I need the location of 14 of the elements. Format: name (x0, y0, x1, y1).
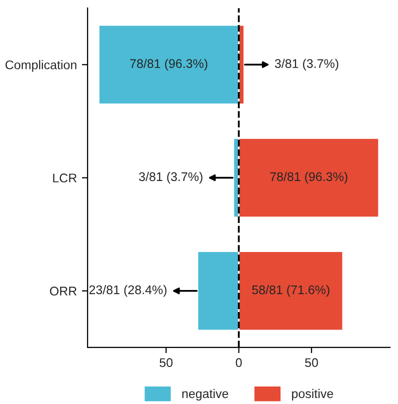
data-label: 78/81 (96.3%) (130, 58, 208, 70)
data-label: 58/81 (71.6%) (252, 285, 330, 297)
y-tick-label: Complication (6, 60, 76, 72)
data-label: 23/81 (28.4%) (89, 285, 166, 297)
legend-label: positive (292, 388, 334, 401)
y-tick-label: LCR (53, 174, 77, 182)
data-label: 3/81 (3.7%) (274, 58, 338, 70)
x-tick-label: 50 (160, 358, 173, 368)
x-tick-label: 50 (305, 358, 318, 368)
data-label: 78/81 (96.3%) (270, 172, 348, 184)
y-tick-label: ORR (50, 286, 77, 296)
x-tick-label: 0 (236, 358, 242, 368)
legend-label: negative (182, 388, 228, 401)
data-label: 3/81 (3.7%) (139, 172, 202, 184)
